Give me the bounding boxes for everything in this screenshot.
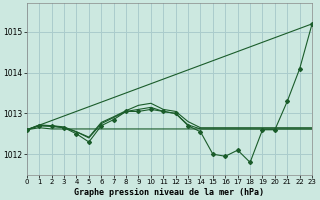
X-axis label: Graphe pression niveau de la mer (hPa): Graphe pression niveau de la mer (hPa) (75, 188, 265, 197)
